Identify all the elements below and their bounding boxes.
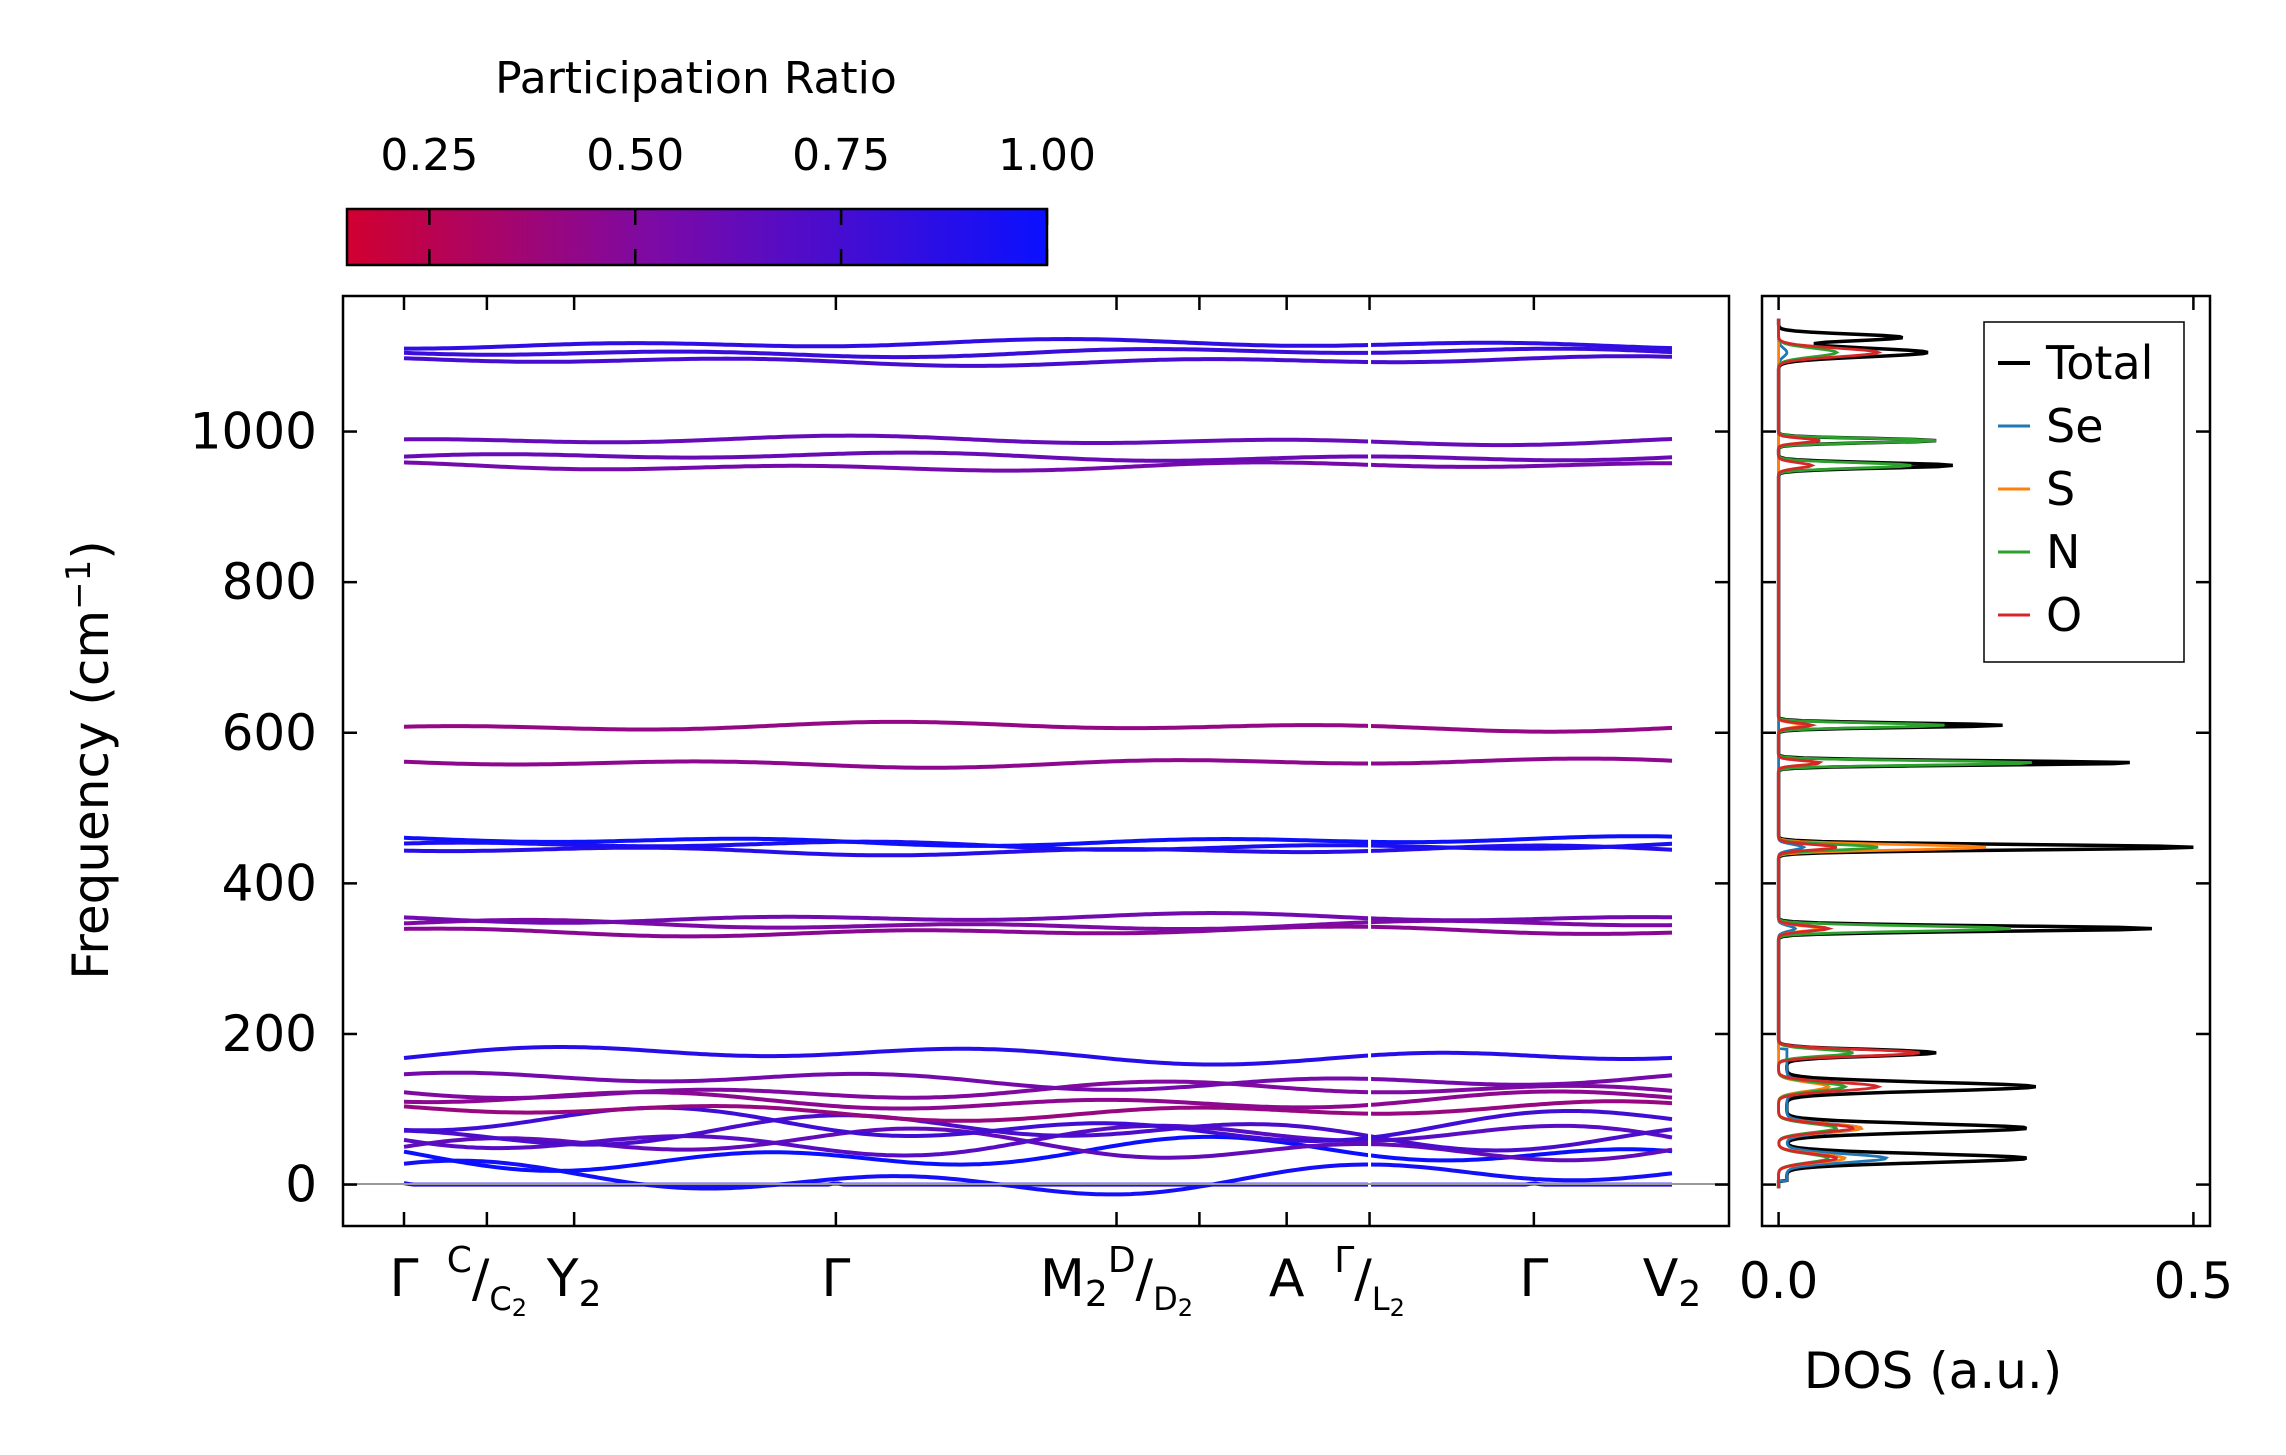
- phonon-band: [403, 1113, 1673, 1153]
- phonon-band: [403, 924, 1673, 939]
- colorbar-tick-label: 1.00: [998, 130, 1096, 181]
- y-tick-label: 200: [222, 1005, 317, 1063]
- legend-label-se: Se: [2046, 399, 2104, 453]
- dos-x-tick-label: 0.0: [1739, 1252, 1819, 1310]
- y-tick-label: 1000: [190, 403, 317, 461]
- dos-panel: 0.0 0.5 DOS (a.u.) Total Se SNO: [1739, 294, 2234, 1400]
- legend-label-total: Total: [2045, 336, 2153, 390]
- colorbar-tick-label: 0.75: [792, 130, 890, 181]
- phonon-band: [403, 834, 1673, 848]
- y-tick-label: 0: [285, 1156, 317, 1214]
- phonon-band: [403, 839, 1673, 852]
- phonon-band: [403, 911, 1673, 925]
- phonon-band: [403, 1045, 1673, 1067]
- legend-label-s: S: [2046, 462, 2075, 516]
- phonon-band: [403, 346, 1673, 360]
- x-tick-label: M2D/D2: [1040, 1240, 1193, 1322]
- dos-x-axis-label: DOS (a.u.): [1804, 1342, 2063, 1400]
- dos-line-o: [1777, 318, 1920, 1189]
- phonon-band: [403, 450, 1673, 463]
- colorbar: Participation Ratio 0.25 0.50 0.75 1.00: [345, 53, 1096, 267]
- phonon-band: [403, 1134, 1673, 1173]
- x-tick-label: V2: [1643, 1249, 1701, 1315]
- phonon-band: [403, 433, 1673, 448]
- colorbar-tick-label: 0.25: [380, 130, 478, 181]
- y-tick-label: 400: [222, 854, 317, 912]
- phonon-band: [403, 1123, 1673, 1158]
- dos-axes-frame: [1760, 294, 2212, 1228]
- phonon-band: [404, 336, 1673, 351]
- phonon-band: [403, 1158, 1673, 1197]
- phonon-band: [403, 756, 1673, 770]
- x-tick-label: A: [1269, 1249, 1305, 1309]
- x-tick-label: Y2: [546, 1249, 602, 1315]
- phonon-band: [403, 1070, 1673, 1092]
- dos-legend: Total Se SNO: [1983, 321, 2185, 663]
- legend-label-o: O: [2046, 588, 2082, 642]
- phonon-band: [403, 1099, 1673, 1123]
- y-tick-label: 800: [222, 553, 317, 611]
- colorbar-title: Participation Ratio: [495, 53, 897, 104]
- x-tick-label: C/C2: [447, 1240, 527, 1322]
- colorbar-tick-label: 0.50: [586, 130, 684, 181]
- phonon-band: [403, 1079, 1673, 1100]
- y-tick-label: 600: [222, 704, 317, 762]
- legend-label-n: N: [2046, 525, 2080, 579]
- x-tick-label: Γ: [1519, 1249, 1548, 1309]
- phonon-band: [403, 354, 1673, 368]
- x-tick-label: Γ/L2: [1334, 1240, 1405, 1322]
- phonon-band: [403, 1126, 1673, 1163]
- x-tick-label: Γ: [390, 1249, 419, 1309]
- dos-x-tick-label: 0.5: [2154, 1252, 2234, 1310]
- phonon-band: [403, 719, 1673, 734]
- phonon-band: [403, 460, 1673, 473]
- colorbar-gradient: [345, 207, 1049, 267]
- y-axis-label: Frequency (cm−1): [59, 540, 120, 980]
- band-axes-frame: [341, 294, 1731, 1228]
- x-tick-label: Γ: [821, 1249, 850, 1309]
- band-panel: 0 200 400 600 800 1000 Γ C/C2 Y2 Γ M2D/D2 A Γ/L2 Γ V2…: [59, 294, 2210, 1322]
